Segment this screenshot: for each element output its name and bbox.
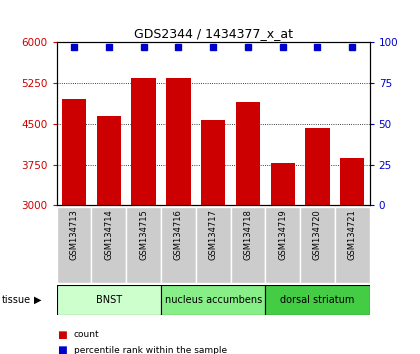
Bar xyxy=(166,78,191,205)
Bar xyxy=(131,78,156,205)
Bar xyxy=(265,207,300,283)
Text: GSM134718: GSM134718 xyxy=(244,209,252,260)
Text: GSM134720: GSM134720 xyxy=(313,209,322,260)
Text: ▶: ▶ xyxy=(34,295,41,305)
Title: GDS2344 / 1434377_x_at: GDS2344 / 1434377_x_at xyxy=(134,27,293,40)
Text: GSM134716: GSM134716 xyxy=(174,209,183,260)
Text: GSM134713: GSM134713 xyxy=(70,209,79,260)
Text: nucleus accumbens: nucleus accumbens xyxy=(165,295,262,305)
Bar xyxy=(161,207,196,283)
Text: dorsal striatum: dorsal striatum xyxy=(280,295,354,305)
Bar xyxy=(62,99,86,205)
Bar xyxy=(300,207,335,283)
Bar xyxy=(57,207,92,283)
Text: count: count xyxy=(74,330,99,339)
Bar xyxy=(201,120,225,205)
Text: ■: ■ xyxy=(57,346,66,354)
Text: tissue: tissue xyxy=(2,295,31,305)
Text: percentile rank within the sample: percentile rank within the sample xyxy=(74,346,227,354)
Bar xyxy=(161,285,265,315)
Text: GSM134719: GSM134719 xyxy=(278,209,287,260)
Text: GSM134714: GSM134714 xyxy=(104,209,113,260)
Bar xyxy=(335,207,370,283)
Text: BNST: BNST xyxy=(96,295,122,305)
Bar xyxy=(236,102,260,205)
Bar xyxy=(340,158,365,205)
Bar xyxy=(270,163,295,205)
Bar xyxy=(57,285,161,315)
Bar xyxy=(196,207,231,283)
Text: GSM134715: GSM134715 xyxy=(139,209,148,260)
Bar xyxy=(305,128,330,205)
Bar xyxy=(97,116,121,205)
Text: ■: ■ xyxy=(57,330,66,339)
Text: GSM134717: GSM134717 xyxy=(209,209,218,260)
Text: GSM134721: GSM134721 xyxy=(348,209,357,260)
Bar xyxy=(92,207,126,283)
Bar xyxy=(231,207,265,283)
Bar xyxy=(126,207,161,283)
Bar xyxy=(265,285,370,315)
